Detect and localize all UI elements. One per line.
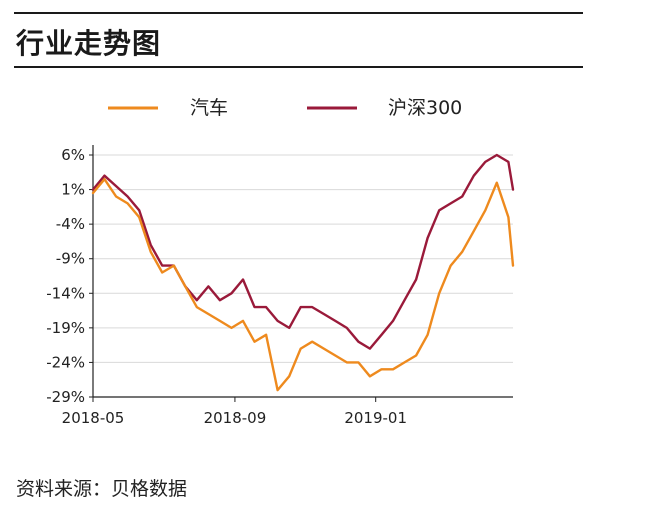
y-tick-label: -19% [46, 319, 85, 337]
chart: 汽车 沪深300 6% 1% -4% -9% -14% -19% -24% -29% 2018… [46, 97, 515, 427]
source-note: 资料来源：贝格数据 [16, 478, 188, 500]
top-rule [14, 12, 583, 14]
series-line [91, 153, 515, 350]
page-title: 行业走势图 [16, 27, 162, 60]
x-tick-label: 2018-09 [204, 409, 267, 427]
legend: 汽车 沪深300 [108, 97, 462, 119]
y-tick-label: 6% [61, 146, 85, 164]
y-tick-label: -29% [46, 388, 85, 406]
y-tick-label: -9% [56, 250, 85, 268]
x-tick-label: 2018-05 [62, 409, 125, 427]
y-tick-label: 1% [61, 181, 85, 199]
legend-label-auto: 汽车 [190, 97, 228, 119]
x-tick-label: 2019-01 [344, 409, 407, 427]
series-lines [91, 153, 515, 392]
y-tick-label: -24% [46, 353, 85, 371]
y-tick-label: -4% [56, 215, 85, 233]
title-rule [14, 66, 583, 68]
y-tick-label: -14% [46, 284, 85, 302]
y-axis: 6% 1% -4% -9% -14% -19% -24% -29% [46, 145, 94, 406]
x-axis: 2018-05 2018-09 2019-01 [62, 396, 513, 427]
gridlines [93, 154, 513, 363]
legend-label-csi300: 沪深300 [388, 97, 462, 119]
series-line [91, 177, 515, 392]
